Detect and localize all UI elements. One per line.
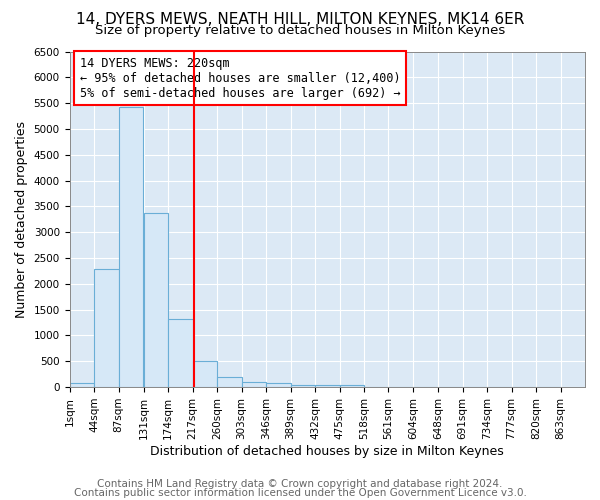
Text: Contains public sector information licensed under the Open Government Licence v3: Contains public sector information licen… (74, 488, 526, 498)
Bar (168, 320, 193, 387)
Bar (315, 384, 340, 387)
Bar (290, 384, 315, 387)
Bar (143, 212, 168, 387)
Bar (70, 383, 94, 387)
Bar (242, 382, 266, 387)
Text: Contains HM Land Registry data © Crown copyright and database right 2024.: Contains HM Land Registry data © Crown c… (97, 479, 503, 489)
Bar (217, 377, 242, 387)
Bar (94, 270, 119, 387)
X-axis label: Distribution of detached houses by size in Milton Keynes: Distribution of detached houses by size … (151, 444, 504, 458)
Text: Size of property relative to detached houses in Milton Keynes: Size of property relative to detached ho… (95, 24, 505, 37)
Bar (266, 383, 290, 387)
Bar (119, 108, 143, 387)
Text: 14, DYERS MEWS, NEATH HILL, MILTON KEYNES, MK14 6ER: 14, DYERS MEWS, NEATH HILL, MILTON KEYNE… (76, 12, 524, 28)
Bar (340, 384, 364, 387)
Bar (193, 362, 217, 387)
Y-axis label: Number of detached properties: Number of detached properties (15, 121, 28, 318)
Text: 14 DYERS MEWS: 220sqm
← 95% of detached houses are smaller (12,400)
5% of semi-d: 14 DYERS MEWS: 220sqm ← 95% of detached … (80, 56, 400, 100)
